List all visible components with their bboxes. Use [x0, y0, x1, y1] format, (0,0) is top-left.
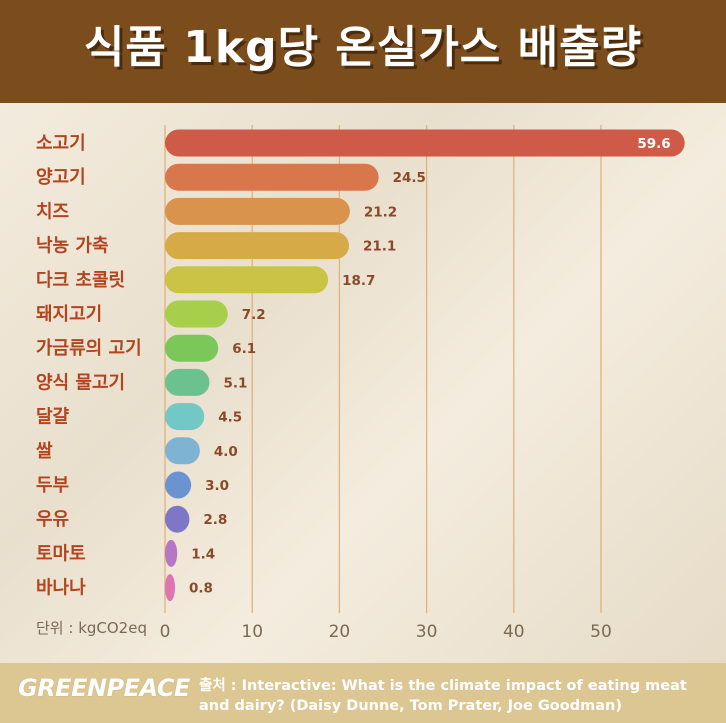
category-label: 낙농 가축 — [36, 236, 109, 257]
grid-lines — [164, 125, 602, 613]
value-label: 21.2 — [364, 204, 397, 220]
x-tick-label: 20 — [329, 622, 351, 642]
page-title: 식품 1kg당 온실가스 배출량 — [83, 22, 643, 73]
x-axis-ticks: 0 10 20 30 40 50 — [160, 622, 612, 642]
value-label: 24.5 — [393, 170, 426, 186]
x-tick-label: 50 — [590, 622, 612, 642]
bar — [165, 403, 205, 431]
category-label: 쌀 — [36, 441, 53, 462]
value-label: 59.6 — [637, 136, 670, 152]
value-label: 18.7 — [342, 273, 375, 289]
category-label: 치즈 — [36, 201, 69, 222]
chart-background — [0, 103, 726, 663]
x-axis-unit-label: 단위 : kgCO2eq — [36, 619, 147, 637]
bar — [165, 574, 175, 602]
greenpeace-logo: GREENPEACE — [18, 674, 190, 702]
x-tick-label: 30 — [416, 622, 438, 642]
value-label: 7.2 — [242, 307, 266, 323]
category-label: 바나나 — [36, 578, 86, 599]
x-tick-label: 10 — [241, 622, 263, 642]
category-label: 토마토 — [36, 543, 86, 564]
category-label: 소고기 — [36, 133, 86, 154]
x-tick-label: 40 — [503, 622, 525, 642]
category-label: 다크 초콜릿 — [36, 270, 125, 291]
category-label: 두부 — [36, 475, 69, 496]
bar — [165, 471, 192, 499]
value-label: 4.0 — [214, 444, 238, 460]
bars — [165, 129, 685, 602]
category-label: 가금류의 고기 — [36, 338, 142, 359]
category-label: 돼지고기 — [36, 304, 102, 325]
footer-band — [0, 663, 726, 723]
value-label: 3.0 — [205, 478, 229, 494]
bar — [165, 300, 228, 328]
category-label: 양식 물고기 — [36, 372, 125, 393]
value-label: 2.8 — [203, 512, 227, 528]
value-label: 6.1 — [232, 341, 256, 357]
bar — [165, 334, 219, 362]
bar — [165, 197, 350, 225]
bar — [165, 232, 349, 260]
category-label: 우유 — [36, 509, 69, 530]
value-label: 21.1 — [363, 239, 396, 255]
bar — [165, 437, 200, 465]
value-labels: 59.6 24.5 21.2 21.1 18.7 7.2 6.1 5.1 4.5 4.0 3.0 2.… — [189, 136, 671, 597]
bar — [165, 539, 178, 567]
bar — [165, 129, 685, 157]
bar — [165, 505, 190, 533]
x-tick-label: 0 — [160, 622, 171, 642]
bar — [165, 163, 379, 191]
value-label: 4.5 — [218, 410, 242, 426]
value-label: 1.4 — [191, 546, 215, 562]
category-label: 달걀 — [36, 406, 70, 428]
value-label: 0.8 — [189, 581, 213, 597]
bar — [165, 368, 210, 396]
source-citation: 출처 : Interactive: What is the climate im… — [199, 678, 687, 714]
header-band — [0, 0, 726, 103]
bar — [165, 266, 329, 294]
value-label: 5.1 — [223, 375, 247, 391]
category-label: 양고기 — [36, 167, 86, 188]
